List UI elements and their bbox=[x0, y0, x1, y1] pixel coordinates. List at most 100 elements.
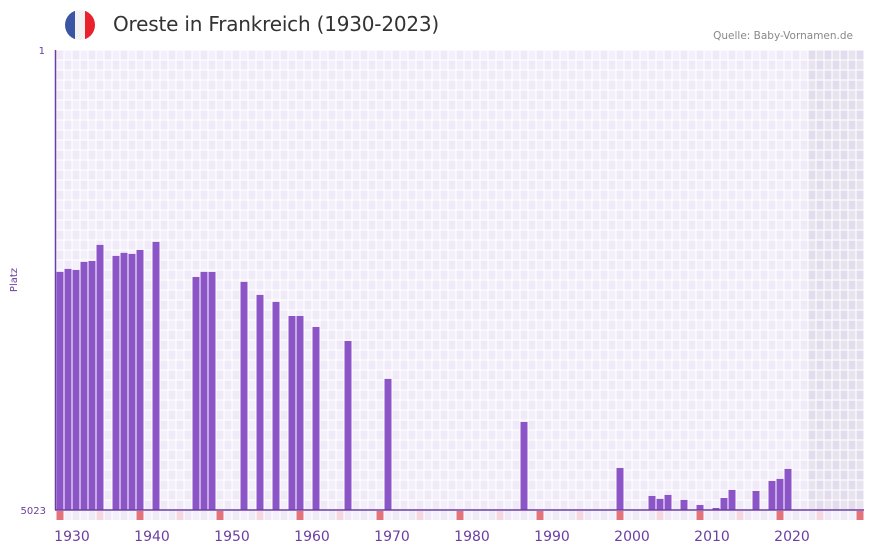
grid-cell bbox=[824, 430, 832, 440]
grid-cell bbox=[664, 380, 672, 390]
grid-cell bbox=[184, 50, 192, 60]
grid-cell bbox=[288, 70, 296, 80]
grid-cell bbox=[632, 80, 640, 90]
grid-cell bbox=[80, 190, 88, 200]
grid-cell bbox=[704, 470, 712, 480]
grid-cell bbox=[152, 210, 160, 220]
grid-cell bbox=[104, 290, 112, 300]
grid-cell bbox=[800, 220, 808, 230]
grid-cell bbox=[496, 380, 504, 390]
grid-cell bbox=[720, 130, 728, 140]
grid-cell bbox=[488, 240, 496, 250]
grid-cell bbox=[704, 100, 712, 110]
grid-cell bbox=[760, 400, 768, 410]
grid-cell bbox=[496, 80, 504, 90]
grid-cell bbox=[608, 50, 616, 60]
grid-cell bbox=[560, 220, 568, 230]
grid-cell bbox=[760, 200, 768, 210]
grid-cell bbox=[712, 360, 720, 370]
grid-cell bbox=[720, 160, 728, 170]
grid-cell bbox=[96, 230, 104, 240]
grid-cell bbox=[384, 110, 392, 120]
grid-cell bbox=[504, 500, 512, 510]
grid-cell bbox=[624, 440, 632, 450]
grid-cell bbox=[808, 430, 816, 440]
grid-cell bbox=[792, 250, 800, 260]
grid-cell bbox=[512, 460, 520, 470]
grid-cell bbox=[480, 250, 488, 260]
grid-cell bbox=[616, 210, 624, 220]
grid-cell bbox=[624, 430, 632, 440]
grid-cell bbox=[816, 90, 824, 100]
grid-cell bbox=[576, 260, 584, 270]
grid-cell bbox=[728, 470, 736, 480]
grid-cell bbox=[528, 60, 536, 70]
grid-cell bbox=[424, 60, 432, 70]
grid-cell bbox=[608, 120, 616, 130]
grid-cell bbox=[768, 230, 776, 240]
grid-cell bbox=[416, 460, 424, 470]
grid-cell bbox=[440, 420, 448, 430]
year-marker bbox=[552, 511, 560, 520]
grid-cell bbox=[584, 100, 592, 110]
grid-cell bbox=[152, 70, 160, 80]
grid-cell bbox=[392, 140, 400, 150]
grid-cell bbox=[368, 430, 376, 440]
grid-cell bbox=[488, 250, 496, 260]
grid-cell bbox=[336, 260, 344, 270]
grid-cell bbox=[576, 220, 584, 230]
grid-cell bbox=[136, 220, 144, 230]
grid-cell bbox=[120, 210, 128, 220]
grid-cell bbox=[168, 360, 176, 370]
grid-cell bbox=[664, 470, 672, 480]
grid-cell bbox=[320, 240, 328, 250]
grid-cell bbox=[792, 290, 800, 300]
grid-cell bbox=[168, 500, 176, 510]
grid-cell bbox=[832, 380, 840, 390]
grid-cell bbox=[216, 90, 224, 100]
grid-cell bbox=[512, 250, 520, 260]
grid-cell bbox=[416, 250, 424, 260]
grid-cell bbox=[584, 480, 592, 490]
grid-cell bbox=[96, 80, 104, 90]
grid-cell bbox=[576, 190, 584, 200]
grid-cell bbox=[672, 280, 680, 290]
grid-cell bbox=[672, 400, 680, 410]
grid-cell bbox=[456, 220, 464, 230]
grid-cell bbox=[568, 490, 576, 500]
grid-cell bbox=[488, 440, 496, 450]
grid-cell bbox=[824, 190, 832, 200]
grid-cell bbox=[328, 230, 336, 240]
grid-cell bbox=[160, 50, 168, 60]
grid-cell bbox=[792, 180, 800, 190]
year-marker bbox=[784, 511, 792, 520]
grid-cell bbox=[640, 150, 648, 160]
grid-cell bbox=[488, 340, 496, 350]
grid-cell bbox=[104, 430, 112, 440]
source-link[interactable]: Quelle: Baby-Vornamen.de bbox=[713, 30, 853, 42]
grid-cell bbox=[624, 270, 632, 280]
grid-cell bbox=[160, 250, 168, 260]
grid-cell bbox=[592, 400, 600, 410]
grid-cell bbox=[232, 360, 240, 370]
grid-cell bbox=[424, 180, 432, 190]
grid-cell bbox=[512, 80, 520, 90]
grid-cell bbox=[168, 260, 176, 270]
grid-cell bbox=[224, 110, 232, 120]
grid-cell bbox=[856, 70, 864, 80]
grid-cell bbox=[512, 190, 520, 200]
grid-cell bbox=[504, 200, 512, 210]
grid-cell bbox=[384, 210, 392, 220]
grid-cell bbox=[712, 80, 720, 90]
grid-cell bbox=[184, 420, 192, 430]
grid-cell bbox=[352, 80, 360, 90]
grid-cell bbox=[856, 360, 864, 370]
grid-cell bbox=[504, 100, 512, 110]
grid-cell bbox=[576, 360, 584, 370]
grid-cell bbox=[272, 260, 280, 270]
bar-1940 bbox=[136, 249, 144, 511]
grid-cell bbox=[616, 250, 624, 260]
grid-cell bbox=[384, 60, 392, 70]
grid-cell bbox=[592, 270, 600, 280]
